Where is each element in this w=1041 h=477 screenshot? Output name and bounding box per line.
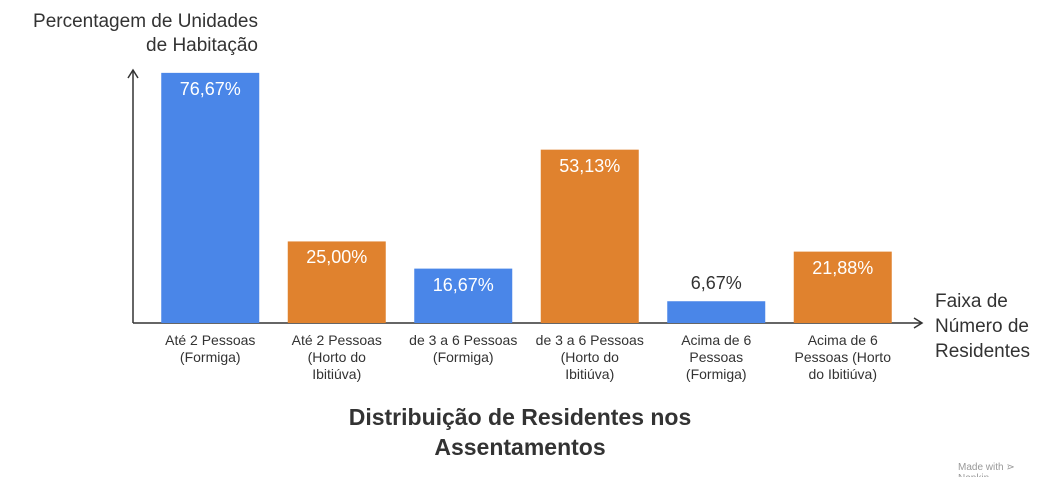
x-tick-label: de 3 a 6 Pessoas (Formiga) (409, 332, 518, 365)
x-tick-label: Acima de 6 Pessoas (Horto do Ibitiúva) (794, 332, 891, 382)
bar (540, 149, 639, 323)
x-tick-label: Acima de 6 Pessoas (Formiga) (681, 332, 752, 382)
value-label: 16,67% (432, 274, 494, 295)
bar (793, 251, 892, 323)
x-arrow (913, 317, 924, 329)
value-label: 6,67% (690, 273, 742, 294)
bar (414, 268, 513, 323)
x-tick-label: Até 2 Pessoas (Formiga) (165, 332, 256, 365)
x-axis-label: Faixa de Número de Residentes (935, 291, 1031, 362)
footer: Made with ⋗ Napkin (958, 462, 1015, 477)
value-label: 21,88% (812, 257, 874, 278)
bar (161, 72, 260, 323)
chart-title: Distribuição de Residentes nos Assentame… (348, 404, 692, 460)
bar (667, 301, 766, 323)
y-arrow (127, 68, 139, 79)
value-label: 25,00% (306, 247, 368, 268)
y-axis-label: Percentagem de Unidades de Habitação (33, 11, 258, 56)
value-label: 76,67% (179, 78, 241, 99)
bar (287, 241, 386, 323)
x-tick-label: de 3 a 6 Pessoas (Horto do Ibitiúva) (535, 332, 644, 382)
value-label: 53,13% (559, 155, 621, 176)
x-tick-label: Até 2 Pessoas (Horto do Ibitiúva) (291, 332, 382, 382)
